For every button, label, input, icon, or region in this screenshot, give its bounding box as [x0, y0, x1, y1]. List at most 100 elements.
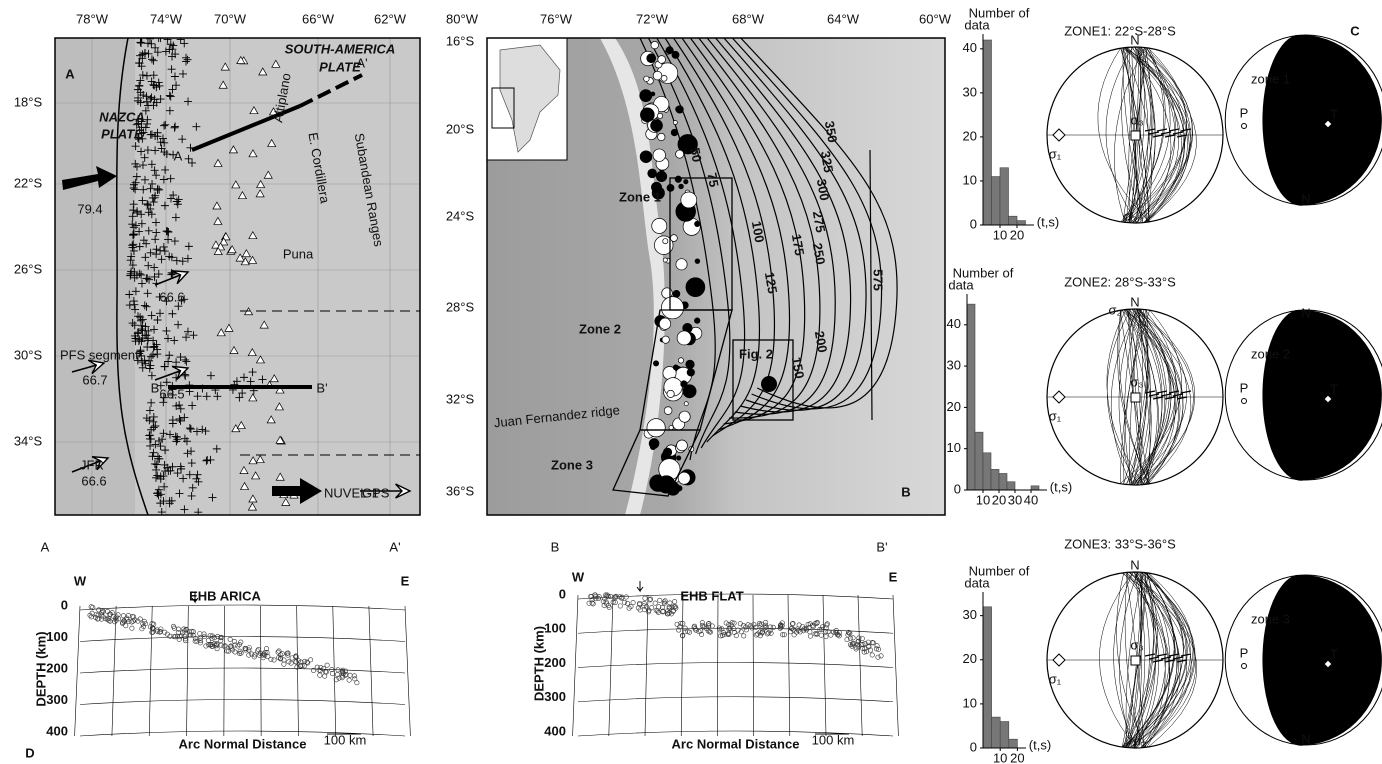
region-name: PFS segment — [60, 347, 139, 362]
grid-line-v — [893, 595, 898, 736]
hypocenter — [860, 636, 864, 640]
grid-line-v — [224, 606, 225, 736]
hypocenter — [763, 620, 767, 624]
lon-label: 64°W — [827, 11, 860, 26]
hypocenter — [870, 653, 874, 657]
grid-line — [80, 700, 405, 705]
x-tick-label: 10 — [976, 492, 990, 507]
north-label: N — [1130, 557, 1139, 572]
p-axis — [1242, 124, 1247, 129]
grid-line-v — [788, 595, 790, 736]
hypocenter — [851, 636, 855, 640]
x-axis-label: (t,s) — [1029, 737, 1051, 752]
hypocenter — [318, 673, 322, 677]
y-tick-label: 30 — [963, 607, 977, 622]
grid-line-v — [753, 595, 754, 736]
y-tick-label: 20 — [963, 651, 977, 666]
scale-label: 100 km — [324, 732, 367, 747]
contour-label: 575 — [871, 269, 886, 291]
side-label: E — [889, 569, 898, 584]
x-tick-label: 30 — [1008, 492, 1022, 507]
grid-line-v — [823, 595, 826, 736]
y-tick-label: 20 — [963, 128, 977, 143]
plate-name: SOUTH-AMERICA — [285, 41, 396, 56]
hypocenter — [824, 634, 828, 638]
y-tick-label: 100 — [46, 629, 68, 644]
y-tick-label: 200 — [544, 655, 566, 670]
sigma-label: σ₂ — [1123, 208, 1136, 223]
sigma-label: σ₃ — [1130, 374, 1143, 389]
hypocenter — [215, 646, 219, 650]
mechanism — [663, 258, 667, 262]
mechanism — [669, 425, 673, 429]
lat-label: 26°S — [14, 261, 43, 276]
mechanism — [670, 235, 677, 242]
mechanism — [667, 390, 674, 397]
t-label: T — [1330, 106, 1338, 121]
panel-label: A — [65, 66, 75, 81]
y-tick-label: 30 — [963, 84, 977, 99]
mechanism — [672, 51, 679, 58]
hist-bar — [1017, 221, 1026, 225]
hypocenter — [668, 601, 672, 605]
y-tick-label: 100 — [544, 621, 566, 636]
x-tick-label: 40 — [1024, 492, 1038, 507]
sigma-label: σ₂ — [1133, 733, 1146, 748]
lat-label: 20°S — [446, 121, 475, 136]
hist-bar — [992, 177, 1001, 225]
y-tick-label: 40 — [963, 40, 977, 55]
mechanism — [662, 336, 669, 343]
mechanism — [659, 318, 670, 329]
hist-bar — [1009, 739, 1018, 748]
mechanism — [649, 439, 659, 449]
sigma-label: σ₁ — [1049, 408, 1062, 423]
mechanism — [679, 411, 690, 422]
hist-bar — [1009, 216, 1018, 225]
mechanism — [644, 76, 650, 82]
north-label: N — [1301, 191, 1310, 206]
y-tick-label: 0 — [970, 216, 977, 231]
zone-title: ZONE2: 28°S-33°S — [1064, 274, 1176, 289]
velocity: 66.6 — [159, 289, 184, 304]
hypocenter — [792, 633, 796, 637]
mechanism — [676, 259, 687, 270]
hist-bar — [991, 469, 999, 490]
mechanism — [677, 456, 681, 460]
hypocenter — [658, 598, 662, 602]
hypocenter — [631, 600, 635, 604]
hist-bar — [983, 453, 991, 490]
hist-bar — [1000, 722, 1009, 748]
hypocenter — [348, 673, 352, 677]
side-label: W — [572, 569, 585, 584]
mechanism — [673, 121, 677, 125]
mechanism — [761, 376, 777, 392]
x-tick-label: 20 — [1010, 750, 1024, 764]
hypocenter — [121, 614, 125, 618]
hypocenter — [808, 630, 812, 634]
lat-label: 36°S — [446, 483, 475, 498]
section-title: EHB ARICA — [189, 588, 261, 603]
mechanism — [679, 184, 684, 189]
velocity: 79.4 — [77, 201, 102, 216]
lat-label: 22°S — [14, 175, 43, 190]
hypocenter — [228, 637, 232, 641]
mechanism — [681, 381, 687, 387]
hypocenter — [602, 603, 606, 607]
panel-label: B — [901, 484, 910, 499]
y-tick-label: 10 — [963, 695, 977, 710]
y-axis-label: data — [964, 17, 990, 32]
mechanism — [651, 120, 663, 132]
scale-label: 100 km — [812, 732, 855, 747]
hypocenter — [249, 652, 253, 656]
sigma-label: σ₁ — [1049, 146, 1062, 161]
mechanism — [678, 358, 683, 363]
y-tick-label: 10 — [947, 440, 961, 455]
mechanism — [673, 365, 678, 370]
figure: 78°W74°W70°W66°W62°W18°S22°S26°S30°S34°S… — [0, 0, 1382, 764]
profile-end: A' — [389, 539, 400, 554]
hist-bar — [992, 717, 1001, 748]
legend-label: GPS — [362, 485, 390, 500]
p-label: P — [1240, 380, 1249, 395]
mechanism — [653, 71, 662, 80]
hypocenter — [724, 621, 728, 625]
